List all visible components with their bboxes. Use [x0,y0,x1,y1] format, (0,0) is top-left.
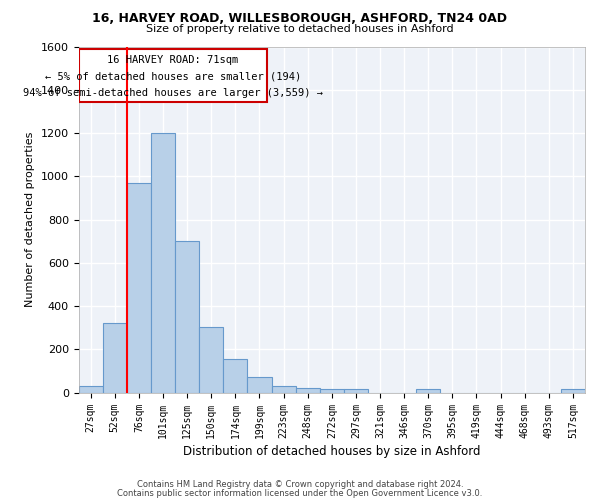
Text: 16 HARVEY ROAD: 71sqm: 16 HARVEY ROAD: 71sqm [107,55,238,65]
Y-axis label: Number of detached properties: Number of detached properties [25,132,35,307]
Bar [561,390,585,392]
Bar [320,390,344,392]
Bar [175,241,199,392]
Bar [103,324,127,392]
X-axis label: Distribution of detached houses by size in Ashford: Distribution of detached houses by size … [183,444,481,458]
Text: Contains public sector information licensed under the Open Government Licence v3: Contains public sector information licen… [118,488,482,498]
Bar [199,326,223,392]
Text: ← 5% of detached houses are smaller (194): ← 5% of detached houses are smaller (194… [44,72,301,82]
Bar [127,183,151,392]
Bar [223,359,247,392]
Bar [247,378,272,392]
Bar [296,388,320,392]
Bar [272,386,296,392]
Bar [416,390,440,392]
Text: Contains HM Land Registry data © Crown copyright and database right 2024.: Contains HM Land Registry data © Crown c… [137,480,463,489]
Bar [344,390,368,392]
Bar [79,386,103,392]
Bar [151,133,175,392]
Text: Size of property relative to detached houses in Ashford: Size of property relative to detached ho… [146,24,454,34]
Text: 94% of semi-detached houses are larger (3,559) →: 94% of semi-detached houses are larger (… [23,88,323,99]
Bar [79,48,267,102]
Text: 16, HARVEY ROAD, WILLESBOROUGH, ASHFORD, TN24 0AD: 16, HARVEY ROAD, WILLESBOROUGH, ASHFORD,… [92,12,508,26]
